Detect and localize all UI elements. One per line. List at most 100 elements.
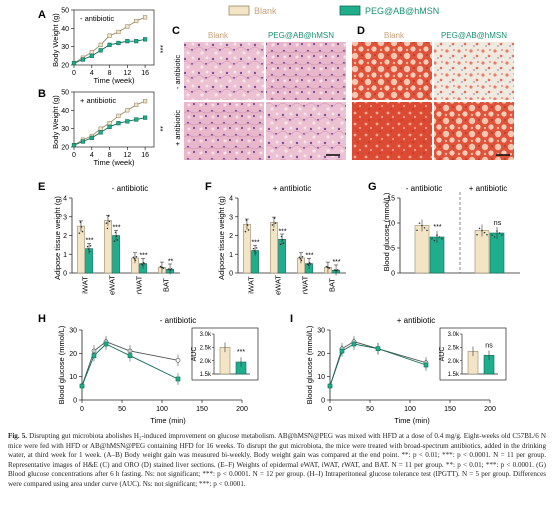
micrograph-he-peg-plus xyxy=(266,102,346,160)
dot-f xyxy=(245,219,248,221)
x-tick-label-a: 0 xyxy=(72,70,76,77)
dot-f xyxy=(328,267,331,270)
y-tick-label-b: 20 xyxy=(61,145,69,152)
y-tick-label-f: 0 xyxy=(229,271,233,278)
data-point-i-1 xyxy=(327,383,333,389)
panel-g-title-plus: + antibiotic xyxy=(469,184,507,193)
inset-significance-h: *** xyxy=(237,349,245,356)
dot-g xyxy=(491,234,493,236)
y-tick-label-g: 5 xyxy=(391,246,395,253)
y-tick-label-a: 40 xyxy=(61,26,69,33)
y-tick-label-h: 10 xyxy=(69,374,77,381)
x-tick-label-f: BAT xyxy=(328,278,337,292)
y-tick-label-f: 1 xyxy=(229,252,233,259)
micrograph-oro-blank-plus xyxy=(352,102,432,160)
x-tick-label-e: eWAT xyxy=(108,275,117,295)
bar-e-1 xyxy=(112,235,120,274)
lines-a xyxy=(71,15,148,66)
data-point-b-0 xyxy=(125,108,130,113)
data-point-b-1 xyxy=(98,130,103,135)
dot-e xyxy=(143,262,146,265)
y-tick-label-b: 30 xyxy=(61,126,69,133)
dot-f xyxy=(306,263,309,265)
dot-g xyxy=(441,238,443,240)
y-tick-label-i: 10 xyxy=(317,374,325,381)
panel-c-row-minus: - antibiotic xyxy=(173,55,182,89)
significance-e: *** xyxy=(139,253,147,260)
dot-f xyxy=(280,235,283,238)
x-tick-label-i: 50 xyxy=(366,406,374,413)
x-tick-label-h: 0 xyxy=(80,406,84,413)
data-point-a-1 xyxy=(71,61,77,66)
panel-letter-h: H xyxy=(38,313,46,325)
y-tick-label-e: 3 xyxy=(63,214,67,221)
panel-e: E - antibiotic Adipose tissue weight (g)… xyxy=(38,181,180,295)
x-tick-label-i: 100 xyxy=(404,406,416,413)
inset-tick-label-h: 1.5k xyxy=(200,372,212,378)
y-tick-label-i: 0 xyxy=(321,398,325,405)
dot-f xyxy=(247,229,250,231)
micrograph-he-blank-plus xyxy=(184,102,264,160)
dot-e xyxy=(142,262,145,264)
panel-f: F + antibiotic Adipose tissue weight (g)… xyxy=(205,181,346,295)
panel-i-title: + antibiotic xyxy=(397,316,435,325)
significance-e: *** xyxy=(112,225,120,232)
annotation-a: - antibiotic xyxy=(80,14,114,23)
x-tick-label-b: 16 xyxy=(141,152,149,159)
inset-tick-label-h: 2.5k xyxy=(200,346,212,352)
dot-g xyxy=(498,232,501,234)
panel-letter-a: A xyxy=(38,9,46,21)
panel-g: G - antibiotic + antibiotic Blood glucos… xyxy=(368,181,520,278)
caption-lead: Fig. 5. xyxy=(8,432,28,440)
inset-tick-label-i: 1.5k xyxy=(448,372,460,378)
x-tick-label-f: rWAT xyxy=(301,275,310,294)
dot-e xyxy=(114,231,117,234)
inset-label-i: AUC xyxy=(439,347,446,362)
data-point-a-0 xyxy=(116,29,121,35)
data-point-a-1 xyxy=(80,57,85,62)
dot-f xyxy=(308,262,311,264)
ticks-b: 20 30 40 50 0 4 8 12 16 xyxy=(61,90,149,160)
legend: Blank PEG@AB@hMSN xyxy=(228,5,439,16)
x-tick-label-e: rWAT xyxy=(135,275,144,294)
x-tick-label-h: 150 xyxy=(196,406,208,413)
dot-e xyxy=(134,259,137,262)
inset-tick-label-h: 2.0k xyxy=(200,359,212,365)
y-tick-label-b: 40 xyxy=(61,108,69,115)
significance-a: *** xyxy=(156,45,163,53)
x-tick-label-i: 0 xyxy=(328,406,332,413)
dot-f xyxy=(254,252,257,254)
x-tick-label-a: 4 xyxy=(90,70,94,77)
x-tick-label-b: 8 xyxy=(108,152,112,159)
panel-c-col-blank: Blank xyxy=(208,31,229,40)
dot-f xyxy=(274,222,277,225)
dot-g xyxy=(483,231,486,234)
panel-letter-i: I xyxy=(290,313,293,325)
dot-e xyxy=(107,215,110,217)
x-axis-label-a: Time (week) xyxy=(94,76,135,85)
dot-f xyxy=(246,224,249,226)
dot-f xyxy=(253,250,256,252)
legend-blank-swatch xyxy=(228,5,250,16)
dot-f xyxy=(255,247,258,249)
caption-text: Disrupting gut microbiota abolishes H₂-i… xyxy=(8,432,546,488)
x-tick-label-f: iWAT xyxy=(247,276,256,294)
data-point-a-1 xyxy=(143,37,148,42)
dot-e xyxy=(140,263,143,265)
dot-g xyxy=(431,238,433,240)
dot-e xyxy=(79,221,82,224)
dot-e xyxy=(86,245,89,248)
significance-g: ns xyxy=(494,220,502,227)
panel-d: D Blank PEG@AB@hMSN xyxy=(352,25,514,160)
data-point-i-1 xyxy=(351,341,357,347)
panel-letter-e: E xyxy=(38,181,45,193)
significance-e: ** xyxy=(168,258,174,265)
dot-g xyxy=(501,234,503,236)
micrograph-oro-peg-minus xyxy=(434,42,514,100)
dot-f xyxy=(309,262,312,265)
inset-tick-label-i: 2.5k xyxy=(448,346,460,352)
micrograph-he-peg-minus xyxy=(266,42,346,100)
data-point-a-0 xyxy=(89,50,94,55)
data-point-a-0 xyxy=(134,18,139,24)
legend-peg-swatch xyxy=(339,5,361,16)
